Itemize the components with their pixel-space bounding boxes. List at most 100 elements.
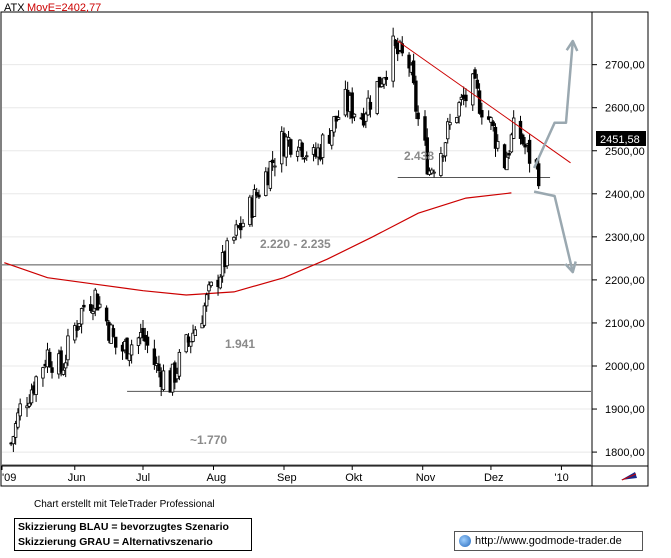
candle-body xyxy=(320,134,325,158)
x-tick-label: Okt xyxy=(345,472,362,484)
candle-body xyxy=(382,77,386,85)
candle-body xyxy=(505,156,509,171)
candle-body xyxy=(523,144,527,148)
candle-body xyxy=(414,80,418,112)
moving-average-label: MovE=2402,77 xyxy=(27,2,101,14)
candle-body xyxy=(305,155,309,158)
alternative-scenario-arrow-head xyxy=(564,261,577,274)
x-tick-label: Dez xyxy=(484,472,504,484)
y-tick-label: 1900,00 xyxy=(605,404,645,416)
settings-icon[interactable] xyxy=(621,472,637,480)
candle-body xyxy=(13,423,18,438)
candle-body xyxy=(455,117,459,124)
candle-body xyxy=(95,293,100,311)
annotation-support-bottom: ~1.770 xyxy=(190,433,227,447)
globe-icon xyxy=(459,535,471,547)
candle-body xyxy=(177,351,182,377)
candle-body xyxy=(157,363,161,371)
candle-body xyxy=(273,165,277,168)
candle-body xyxy=(330,130,334,146)
candle-body xyxy=(88,304,93,311)
candle-body xyxy=(141,327,145,338)
annotation-support-high: 2.438 xyxy=(404,149,434,163)
candle-body xyxy=(63,362,68,369)
plot-area xyxy=(0,11,593,467)
preferred-scenario-arrow xyxy=(532,40,575,169)
candle-body xyxy=(489,117,493,123)
candle-body xyxy=(184,334,188,353)
candle-body xyxy=(79,308,84,325)
candle-body xyxy=(509,134,514,153)
candle-body xyxy=(255,192,259,196)
legend-line-grey: Skizzierung GRAU = Alternativszenario xyxy=(18,536,213,548)
candle-body xyxy=(286,137,291,141)
chart-credit: Chart erstellt mit TeleTrader Profession… xyxy=(34,499,215,510)
x-tick-label: Jun xyxy=(68,472,86,484)
y-tick-label: 2700,00 xyxy=(605,60,645,72)
website-link[interactable]: http://www.godmode-trader.de xyxy=(454,531,643,551)
candle-body xyxy=(127,353,132,362)
candle-body xyxy=(457,102,461,117)
candle-body xyxy=(416,112,420,120)
candle-body xyxy=(511,117,516,139)
candle-body xyxy=(407,54,411,69)
x-tick-label: Jul xyxy=(136,472,150,484)
candle-body xyxy=(471,73,475,106)
candle-body xyxy=(336,117,341,120)
gridlines xyxy=(2,64,591,453)
candle-body xyxy=(189,341,193,347)
scenario-arrows xyxy=(532,39,579,274)
candle-body xyxy=(502,144,507,169)
candle-body xyxy=(536,163,541,187)
candle-body xyxy=(145,336,150,346)
candle-body xyxy=(496,141,500,149)
candle-body xyxy=(270,159,275,164)
candle-body xyxy=(430,169,434,174)
candle-body xyxy=(300,142,304,157)
candle-body xyxy=(252,189,257,217)
candle-body xyxy=(441,155,445,158)
price-tag-box xyxy=(596,131,646,146)
candle-body xyxy=(234,224,238,236)
candle-body xyxy=(257,194,261,198)
website-url[interactable]: http://www.godmode-trader.de xyxy=(475,535,622,547)
candle-body xyxy=(204,294,209,307)
price-tag: 2451,58 xyxy=(600,134,640,146)
candle-body xyxy=(527,139,532,164)
alternative-scenario-arrow xyxy=(533,190,575,273)
candle-body xyxy=(302,157,307,160)
candle-body xyxy=(125,337,129,360)
candle-body xyxy=(475,79,479,89)
candle-body xyxy=(191,332,195,342)
candle-body xyxy=(425,137,429,175)
candle-body xyxy=(384,76,389,80)
moving-average-line xyxy=(4,192,512,296)
candle-body xyxy=(16,412,20,428)
candle-body xyxy=(364,113,368,122)
candle-body xyxy=(491,121,495,127)
annotation-support-low: 1.941 xyxy=(225,337,255,351)
candle-body xyxy=(368,101,373,110)
candle-body xyxy=(289,139,293,155)
trendline xyxy=(397,40,571,164)
y-tick-label: 1800,00 xyxy=(605,447,645,459)
y-tick-label: 2000,00 xyxy=(605,361,645,373)
annotation-support-mid: 2.220 - 2.235 xyxy=(260,237,331,251)
candle-body xyxy=(432,171,436,174)
candle-body xyxy=(91,311,95,314)
candlesticks xyxy=(9,27,541,453)
candle-body xyxy=(34,376,38,396)
candle-body xyxy=(73,325,77,341)
candle-body xyxy=(477,90,482,114)
candle-body xyxy=(393,39,398,46)
moving-average xyxy=(4,192,512,296)
candle-body xyxy=(59,350,63,373)
corner-panel xyxy=(591,465,649,487)
candle-body xyxy=(448,122,452,126)
candle-body xyxy=(375,81,379,114)
x-tick-label: Aug xyxy=(206,472,226,484)
y-axis-panel xyxy=(591,11,649,467)
candle-body xyxy=(173,362,177,383)
candle-body xyxy=(136,337,141,346)
candle-body xyxy=(114,336,118,348)
